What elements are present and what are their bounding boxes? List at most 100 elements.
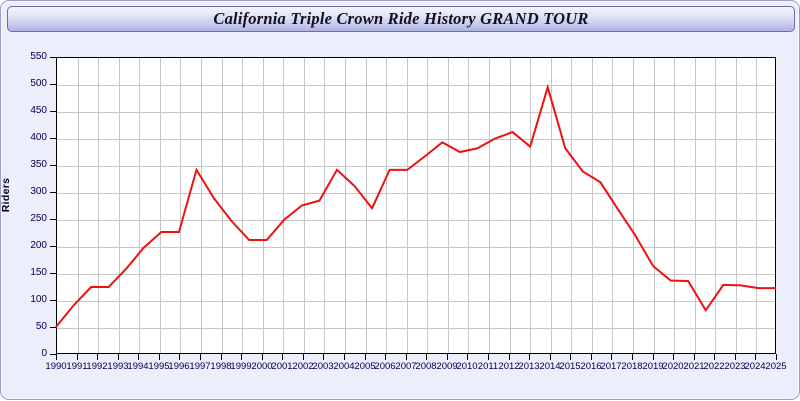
gridline-vertical (366, 58, 367, 353)
x-axis-tick (570, 354, 571, 360)
y-axis-labels: 0 50 100 150 200 250 300 350 400 450 500 550 (1, 39, 47, 401)
gridline-vertical (530, 58, 531, 353)
x-axis-tick-label: 1997 (189, 361, 211, 372)
x-axis-tick (241, 354, 242, 360)
gridline-vertical (98, 58, 99, 353)
gridline-horizontal (57, 139, 775, 140)
x-axis-tick-label: 2025 (765, 361, 787, 372)
gridline-horizontal (57, 301, 775, 302)
x-axis-tick-label: 2009 (436, 361, 458, 372)
gridline-vertical (139, 58, 140, 353)
x-axis-tick-label: 1999 (230, 361, 252, 372)
x-axis-tick (550, 354, 551, 360)
x-axis-tick-label: 2006 (374, 361, 396, 372)
y-axis-tick (50, 246, 56, 247)
x-axis-tick-label: 2000 (251, 361, 273, 372)
x-axis-tick (323, 354, 324, 360)
gridline-vertical (489, 58, 490, 353)
gridline-horizontal (57, 193, 775, 194)
gridline-horizontal (57, 85, 775, 86)
x-axis-tick-label: 1991 (66, 361, 88, 372)
x-axis-tick-label: 1998 (210, 361, 232, 372)
y-axis-tick-label: 400 (30, 132, 47, 143)
gridline-vertical (448, 58, 449, 353)
x-axis-tick-label: 2018 (621, 361, 643, 372)
x-axis-tick (653, 354, 654, 360)
y-axis-tick-label: 0 (41, 348, 47, 359)
x-axis-tick-label: 2012 (498, 361, 520, 372)
y-axis-tick-label: 200 (30, 240, 47, 251)
gridline-vertical (407, 58, 408, 353)
x-axis-tick-label: 2007 (395, 361, 417, 372)
x-axis-tick (97, 354, 98, 360)
x-axis-tick-label: 2008 (415, 361, 437, 372)
y-axis-tick (50, 300, 56, 301)
y-axis-tick (50, 111, 56, 112)
gridline-vertical (201, 58, 202, 353)
y-axis-tick-label: 250 (30, 213, 47, 224)
x-axis-tick-label: 1996 (168, 361, 190, 372)
x-axis-tick (138, 354, 139, 360)
gridline-horizontal (57, 328, 775, 329)
gridline-vertical (633, 58, 634, 353)
x-axis-tick-label: 2019 (642, 361, 664, 372)
x-axis-tick-label: 2020 (662, 361, 684, 372)
gridline-vertical (551, 58, 552, 353)
x-axis-tick (611, 354, 612, 360)
gridline-vertical (736, 58, 737, 353)
x-axis-tick-label: 2011 (477, 361, 499, 372)
gridline-vertical (427, 58, 428, 353)
gridline-vertical (180, 58, 181, 353)
x-axis-tick-label: 2015 (559, 361, 581, 372)
gridline-horizontal (57, 274, 775, 275)
y-axis-tick (50, 273, 56, 274)
x-axis-tick-label: 2024 (744, 361, 766, 372)
gridline-vertical (756, 58, 757, 353)
x-axis-tick-label: 1990 (45, 361, 67, 372)
plot-frame (56, 57, 776, 354)
x-axis-tick (632, 354, 633, 360)
x-axis-tick (673, 354, 674, 360)
x-axis-tick (365, 354, 366, 360)
x-axis-tick (755, 354, 756, 360)
page-title: California Triple Crown Ride History GRA… (213, 9, 589, 28)
gridline-vertical (612, 58, 613, 353)
x-axis-tick (735, 354, 736, 360)
x-axis-tick (467, 354, 468, 360)
x-axis-tick (200, 354, 201, 360)
y-axis-tick (50, 138, 56, 139)
y-axis-tick (50, 84, 56, 85)
x-axis-tick (179, 354, 180, 360)
gridline-vertical (715, 58, 716, 353)
gridline-vertical (386, 58, 387, 353)
x-axis-tick-label: 2017 (600, 361, 622, 372)
x-axis-tick (591, 354, 592, 360)
x-axis-tick (262, 354, 263, 360)
x-axis-tick-label: 2013 (518, 361, 540, 372)
x-axis-tick-label: 1995 (148, 361, 170, 372)
y-axis-tick (50, 57, 56, 58)
gridline-vertical (510, 58, 511, 353)
y-axis-tick-label: 100 (30, 294, 47, 305)
x-axis-tick-label: 2001 (271, 361, 293, 372)
x-axis-tick (118, 354, 119, 360)
y-axis-tick (50, 327, 56, 328)
x-axis-tick (488, 354, 489, 360)
x-axis-tick (776, 354, 777, 360)
x-axis-tick (221, 354, 222, 360)
x-axis-tick-label: 1992 (86, 361, 108, 372)
title-bar: California Triple Crown Ride History GRA… (7, 6, 795, 32)
x-axis-tick (694, 354, 695, 360)
x-axis-tick (406, 354, 407, 360)
x-axis-tick (447, 354, 448, 360)
x-axis-tick (77, 354, 78, 360)
gridline-vertical (592, 58, 593, 353)
gridline-horizontal (57, 247, 775, 248)
gridline-vertical (674, 58, 675, 353)
gridline-vertical (695, 58, 696, 353)
x-axis-tick (282, 354, 283, 360)
x-axis-tick-label: 2023 (724, 361, 746, 372)
y-axis-tick (50, 165, 56, 166)
gridline-vertical (324, 58, 325, 353)
